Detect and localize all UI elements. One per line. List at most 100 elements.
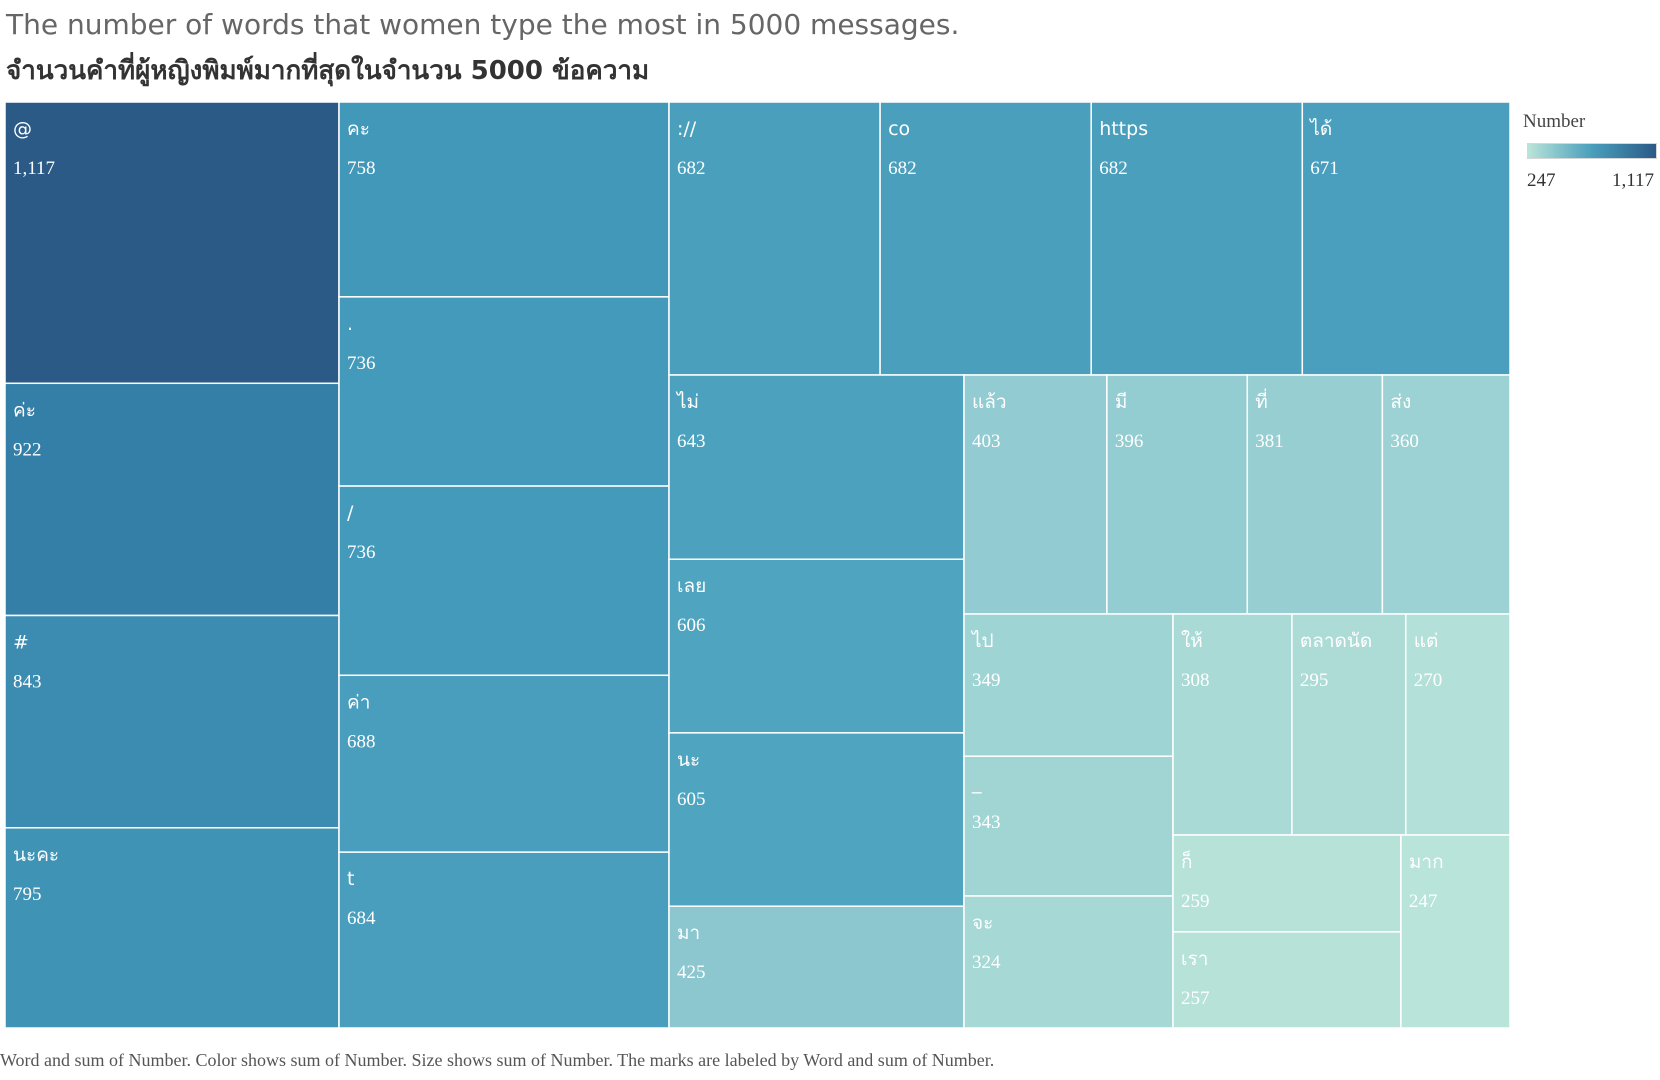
treemap-cell[interactable]: / 736 — [338, 485, 670, 677]
treemap-rect[interactable] — [4, 101, 340, 385]
treemap-cell[interactable]: . 736 — [338, 296, 670, 487]
treemap-cell[interactable]: จะ 324 — [963, 895, 1174, 1029]
treemap-cell[interactable]: ตลาดนัด 295 — [1291, 613, 1407, 836]
cell-word-label: co — [888, 118, 910, 140]
treemap-cell[interactable]: @1,117 — [4, 101, 340, 385]
chart-title: The number of words that women type the … — [6, 8, 960, 41]
treemap-rect[interactable] — [1172, 834, 1402, 933]
treemap-cell[interactable]: นะคะ 795 — [4, 827, 340, 1029]
cell-word-label: เลย — [677, 575, 706, 597]
treemap-rect[interactable] — [338, 485, 670, 677]
cell-value-label: 270 — [1414, 670, 1443, 691]
treemap-rect[interactable] — [879, 101, 1092, 376]
cell-word-label: ส่ง — [1390, 391, 1411, 413]
treemap-rect[interactable] — [963, 613, 1174, 757]
treemap-cell[interactable]: ค่ะ 922 — [4, 382, 340, 617]
cell-value-label: 360 — [1390, 431, 1419, 452]
treemap-rect[interactable] — [668, 101, 881, 376]
treemap-rect[interactable] — [1246, 374, 1384, 615]
cell-value-label: 643 — [677, 431, 706, 452]
treemap-cell[interactable]: มี 396 — [1106, 374, 1249, 615]
cell-word-label: / — [347, 502, 354, 524]
treemap-rect[interactable] — [963, 755, 1174, 897]
treemap-cell[interactable]: ได้ 671 — [1301, 101, 1510, 376]
treemap-cell[interactable]: ไม่ 643 — [668, 374, 965, 560]
cell-word-label: แล้ว — [972, 391, 1007, 413]
cell-value-label: 324 — [972, 952, 1001, 973]
cell-word-label: แต่ — [1414, 630, 1439, 652]
cell-value-label: 308 — [1181, 670, 1210, 691]
cell-value-label: 381 — [1255, 431, 1284, 452]
treemap-rect[interactable] — [1172, 613, 1293, 836]
cell-word-label: ค่ะ — [13, 399, 36, 421]
cell-word-label: :// — [677, 118, 697, 140]
treemap-cell[interactable]: เลย 606 — [668, 558, 965, 734]
treemap-cell[interactable]: ก็ 259 — [1172, 834, 1402, 933]
cell-value-label: 396 — [1115, 431, 1144, 452]
cell-word-label: ค่า — [347, 691, 370, 713]
cell-value-label: 606 — [677, 615, 706, 636]
cell-word-label: . — [347, 313, 353, 335]
treemap-rect[interactable] — [963, 895, 1174, 1029]
cell-word-label: t — [347, 868, 354, 890]
treemap-cell[interactable]: :// 682 — [668, 101, 881, 376]
cell-value-label: 259 — [1181, 891, 1210, 912]
treemap-cell[interactable]: co 682 — [879, 101, 1092, 376]
cell-word-label: ตลาดนัด — [1300, 630, 1372, 652]
treemap-cell[interactable]: มาก 247 — [1400, 834, 1510, 1029]
treemap-cell[interactable]: t 684 — [338, 851, 670, 1029]
treemap-rect[interactable] — [1400, 834, 1510, 1029]
treemap-cell[interactable]: ค่า 688 — [338, 674, 670, 853]
cell-value-label: 684 — [347, 908, 376, 929]
treemap-rect[interactable] — [338, 101, 670, 298]
treemap-cell[interactable]: #843 — [4, 614, 340, 829]
treemap-chart: @1,117 ค่ะ 922 #843 นะคะ 795 คะ 758. 736 / 736 ค่า 6… — [4, 101, 1510, 1029]
treemap-cell[interactable]: แต่ 270 — [1405, 613, 1510, 836]
treemap-rect[interactable] — [4, 382, 340, 617]
treemap-rect[interactable] — [668, 732, 965, 907]
cell-word-label: คะ — [347, 118, 370, 140]
treemap-rect[interactable] — [1405, 613, 1510, 836]
treemap-rect[interactable] — [4, 614, 340, 829]
cell-word-label: ก็ — [1181, 849, 1193, 873]
treemap-rect[interactable] — [668, 374, 965, 560]
cell-word-label: มาก — [1409, 851, 1444, 873]
treemap-rect[interactable] — [338, 674, 670, 853]
cell-word-label: มี — [1115, 391, 1128, 413]
cell-value-label: 736 — [347, 542, 376, 563]
treemap-rect[interactable] — [1090, 101, 1304, 376]
cell-word-label: นะ — [677, 749, 700, 771]
treemap-cell[interactable]: แล้ว 403 — [963, 374, 1108, 615]
cell-value-label: 425 — [677, 962, 706, 983]
treemap-cell[interactable]: เรา 257 — [1172, 931, 1402, 1029]
treemap-rect[interactable] — [1301, 101, 1510, 376]
treemap-cell[interactable]: https 682 — [1090, 101, 1304, 376]
cell-value-label: 795 — [13, 884, 42, 905]
legend-color-bar — [1527, 143, 1657, 159]
chart-caption: Word and sum of Number. Color shows sum … — [0, 1050, 995, 1070]
treemap-rect[interactable] — [1291, 613, 1407, 836]
treemap-cell[interactable]: ให้ 308 — [1172, 613, 1293, 836]
cell-word-label: มา — [677, 922, 700, 944]
treemap-cell[interactable]: มา 425 — [668, 905, 965, 1029]
treemap-rect[interactable] — [668, 905, 965, 1029]
cell-value-label: 403 — [972, 431, 1001, 452]
treemap-cell[interactable]: ที่ 381 — [1246, 374, 1384, 615]
treemap-cell[interactable]: ส่ง 360 — [1381, 374, 1510, 615]
cell-word-label: ไป — [970, 630, 994, 652]
treemap-rect[interactable] — [1106, 374, 1249, 615]
cell-value-label: 349 — [972, 670, 1001, 691]
cell-word-label: _ — [971, 772, 982, 794]
treemap-cell[interactable]: คะ 758 — [338, 101, 670, 298]
treemap-rect[interactable] — [1172, 931, 1402, 1029]
treemap-rect[interactable] — [338, 296, 670, 487]
treemap-cell[interactable]: นะ 605 — [668, 732, 965, 907]
treemap-cell[interactable]: ไป 349 — [963, 613, 1174, 757]
treemap-rect[interactable] — [4, 827, 340, 1029]
cell-value-label: 682 — [677, 158, 706, 179]
cell-word-label: https — [1099, 118, 1148, 140]
treemap-rect[interactable] — [668, 558, 965, 734]
treemap-cell[interactable]: _ 343 — [963, 755, 1174, 897]
treemap-rect[interactable] — [338, 851, 670, 1029]
cell-word-label: ที่ — [1255, 388, 1268, 413]
